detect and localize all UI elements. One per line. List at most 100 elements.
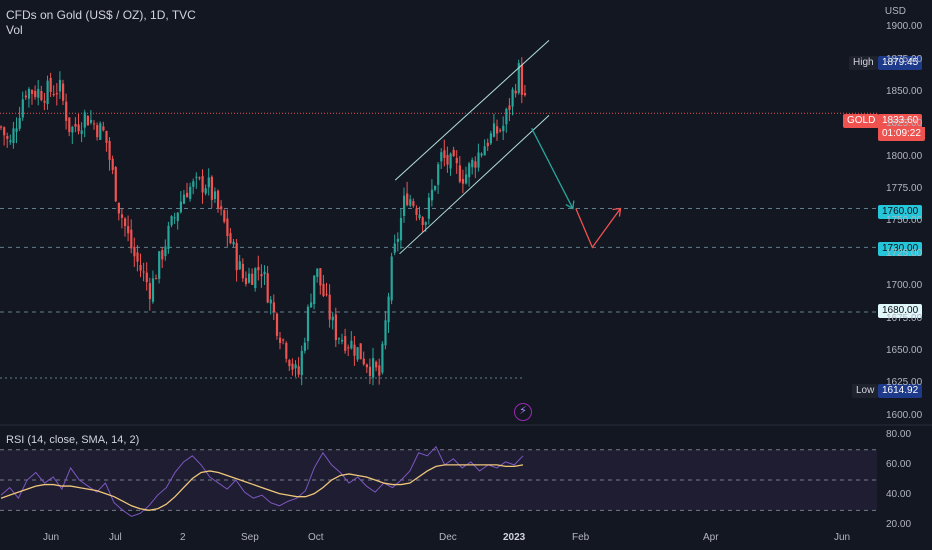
price-tick-label: 1775.00 xyxy=(886,183,923,195)
candle-body xyxy=(306,306,310,342)
candle-body xyxy=(468,163,471,178)
candle-body xyxy=(127,226,130,234)
candle-body xyxy=(297,366,300,375)
candle-body xyxy=(511,89,514,107)
candle-body xyxy=(347,347,350,349)
candle-body xyxy=(294,364,297,369)
time-tick-label: 2 xyxy=(180,532,186,543)
candle-body xyxy=(65,101,68,121)
candle-body xyxy=(226,218,229,237)
candle-body xyxy=(223,210,226,222)
last-price-tag: 1833.60 xyxy=(878,114,923,128)
price-tick-label: 1750.00 xyxy=(886,215,923,227)
level-1760-tag: 1760.00 xyxy=(878,205,923,219)
candle-body xyxy=(523,93,527,96)
candle-body xyxy=(316,268,319,277)
candle-body xyxy=(167,225,170,249)
candle-body xyxy=(145,272,148,283)
candle-body xyxy=(424,222,427,225)
high-value-tag: 1879.45 xyxy=(878,56,923,70)
currency-label: USD xyxy=(884,6,906,17)
candle-body xyxy=(114,167,117,202)
candle-body xyxy=(260,274,263,277)
candle-body xyxy=(489,133,492,144)
time-tick-label: Jun xyxy=(834,532,851,543)
horizontal-levels xyxy=(0,112,877,379)
candle-body xyxy=(238,261,241,270)
candle-body xyxy=(170,216,173,226)
candle-body xyxy=(151,278,155,302)
candle-body xyxy=(328,294,331,320)
candle-body xyxy=(164,246,167,257)
level-1730-tag: 1730.00 xyxy=(878,242,923,256)
candle-body xyxy=(275,313,279,336)
candle-body xyxy=(387,296,390,323)
candle-body xyxy=(282,339,285,341)
candle-body xyxy=(204,188,207,194)
price-tick-label: 1900.00 xyxy=(886,21,923,33)
candle-body xyxy=(195,176,198,178)
candle-body xyxy=(179,201,182,213)
candle-body xyxy=(337,338,341,340)
candle-body xyxy=(440,152,443,162)
rsi-pane xyxy=(0,445,877,517)
candle-body xyxy=(3,127,6,136)
symbol-title[interactable]: CFDs on Gold (US$ / OZ), 1D, TVC xyxy=(6,8,196,22)
candle-body xyxy=(89,119,93,123)
rsi-legend[interactable]: RSI (14, close, SMA, 14, 2) xyxy=(6,434,140,446)
candle-body xyxy=(313,275,316,305)
candle-body xyxy=(148,283,151,300)
candle-body xyxy=(220,206,223,210)
candle-body xyxy=(136,252,139,262)
candle-body xyxy=(139,264,142,271)
candle-body xyxy=(99,123,102,140)
candle-body xyxy=(192,181,195,187)
projection-rebound-arrowhead xyxy=(612,207,622,217)
candle-body xyxy=(499,130,502,132)
candle-body xyxy=(446,155,449,165)
candle-body xyxy=(232,241,235,245)
candle-body xyxy=(350,340,353,349)
candle-body xyxy=(80,130,83,134)
candle-body xyxy=(341,339,344,342)
candle-body xyxy=(480,153,483,156)
symbol-name-tag: GOLD xyxy=(843,114,880,128)
price-tick-label: 1625.00 xyxy=(886,377,923,389)
candle-body xyxy=(105,130,108,143)
volume-label[interactable]: Vol xyxy=(6,23,23,37)
candle-body xyxy=(331,316,334,321)
candle-body xyxy=(210,176,213,200)
level-1680-tag: 1680.00 xyxy=(878,304,923,318)
candle-body xyxy=(474,161,477,168)
candle-body xyxy=(483,146,486,156)
candle-body xyxy=(393,243,396,253)
candle-body xyxy=(409,199,412,206)
countdown-tag: 01:09:22 xyxy=(878,127,925,141)
candle-body xyxy=(505,108,508,125)
candle-body xyxy=(434,185,437,190)
lightning-icon[interactable]: ⚡ xyxy=(514,403,532,421)
candle-body xyxy=(176,212,179,222)
rsi-tick-label: 60.00 xyxy=(886,458,912,470)
candle-body xyxy=(40,91,43,101)
candle-body xyxy=(217,190,220,209)
high-label-tag: High xyxy=(849,56,878,70)
candle-body xyxy=(263,271,266,275)
candle-body xyxy=(52,93,55,96)
candle-body xyxy=(83,112,86,128)
projection-down-arrow xyxy=(531,128,574,209)
candle-body xyxy=(310,302,313,308)
candle-body xyxy=(229,233,232,244)
time-tick-label: Sep xyxy=(241,532,259,543)
candle-body xyxy=(198,177,201,179)
price-tick-label: 1850.00 xyxy=(886,86,923,98)
candle-body xyxy=(213,191,217,200)
price-tick-label: 1675.00 xyxy=(886,312,923,324)
candle-body xyxy=(71,126,74,133)
candle-body xyxy=(390,256,393,301)
candle-body xyxy=(55,93,58,95)
candle-body xyxy=(12,128,15,144)
candle-body xyxy=(124,218,127,227)
candle-body xyxy=(378,365,381,376)
